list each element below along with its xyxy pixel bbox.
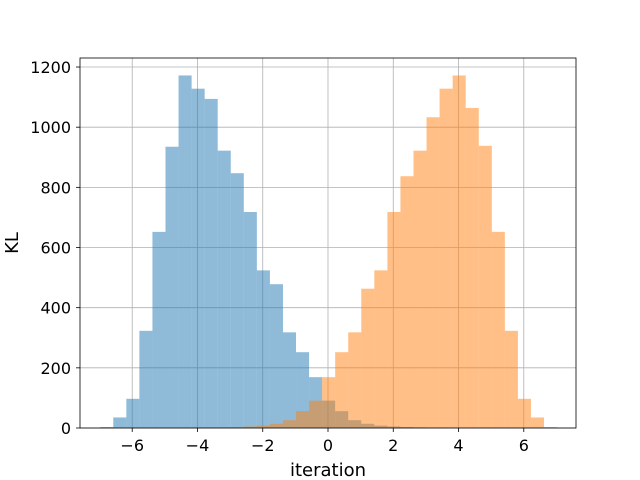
bar xyxy=(296,352,310,428)
bar xyxy=(439,88,453,429)
bar xyxy=(269,284,283,428)
y-tick-label: 1000 xyxy=(30,118,71,137)
bar xyxy=(309,400,323,428)
y-tick-label: 0 xyxy=(61,419,71,438)
bar xyxy=(217,150,231,429)
bar xyxy=(400,176,414,428)
bar xyxy=(113,417,127,428)
bar xyxy=(387,212,401,428)
bar xyxy=(544,427,558,428)
bar xyxy=(478,145,492,428)
bar xyxy=(517,398,531,428)
bar xyxy=(348,332,362,428)
x-tick-label: −6 xyxy=(120,436,144,455)
bar xyxy=(178,75,192,429)
bar xyxy=(491,231,505,428)
bar xyxy=(322,377,336,428)
bar xyxy=(374,270,388,428)
bar xyxy=(335,352,349,428)
bar xyxy=(269,423,283,428)
x-tick-label: 4 xyxy=(453,436,463,455)
y-tick-label: 200 xyxy=(40,359,71,378)
axis-ticks: −6 −4 −2 0 2 4 6 0 200 400 600 800 1000 1200 xyxy=(30,58,529,455)
bar xyxy=(204,98,218,428)
bar xyxy=(426,117,440,428)
series-2 xyxy=(191,75,558,429)
x-tick-label: −2 xyxy=(251,436,275,455)
bar xyxy=(126,398,140,428)
bar xyxy=(452,75,466,429)
x-tick-label: 6 xyxy=(519,436,529,455)
bar xyxy=(296,411,310,428)
bar xyxy=(282,420,297,428)
histogram-bars xyxy=(100,75,558,429)
y-tick-label: 600 xyxy=(40,239,71,258)
bar xyxy=(191,88,205,429)
x-tick-label: −4 xyxy=(186,436,210,455)
x-axis-label: iteration xyxy=(290,460,366,480)
bar xyxy=(100,427,114,428)
bar xyxy=(282,332,297,428)
bar xyxy=(243,426,257,428)
bar xyxy=(361,288,375,428)
bar xyxy=(243,212,257,428)
y-tick-label: 1200 xyxy=(30,58,71,77)
x-tick-label: 2 xyxy=(388,436,398,455)
y-tick-label: 400 xyxy=(40,299,71,318)
bar xyxy=(465,107,479,428)
y-tick-label: 800 xyxy=(40,178,71,197)
bar xyxy=(152,231,166,428)
bar xyxy=(413,150,427,429)
bar xyxy=(230,427,244,428)
bar xyxy=(165,146,179,428)
series-1 xyxy=(100,75,453,429)
bar xyxy=(256,425,270,428)
bar xyxy=(256,270,270,428)
bar xyxy=(504,330,518,428)
x-tick-label: 0 xyxy=(323,436,333,455)
y-axis-label: KL xyxy=(2,232,23,254)
bar xyxy=(530,417,545,428)
bar xyxy=(139,330,153,428)
bar xyxy=(230,173,244,428)
